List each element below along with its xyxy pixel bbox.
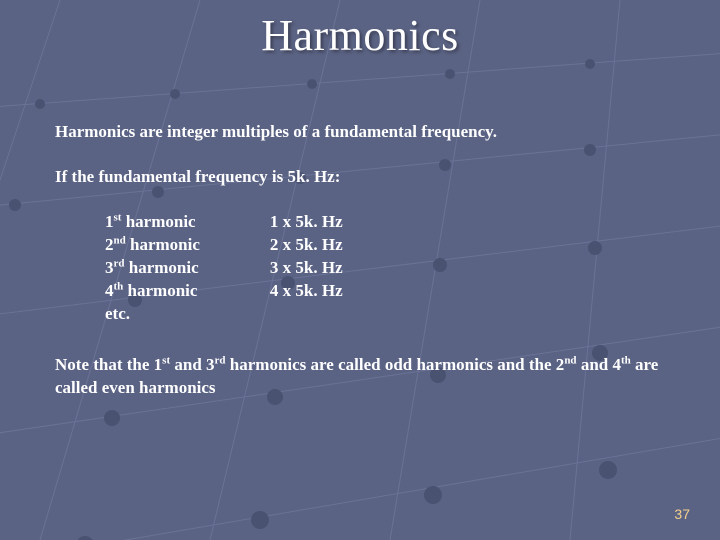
harmonic-value: 4 x 5k. Hz bbox=[270, 280, 343, 303]
note-paragraph: Note that the 1st and 3rd harmonics are … bbox=[55, 354, 665, 400]
harmonic-word: harmonic bbox=[126, 235, 200, 254]
harmonic-word: harmonic bbox=[125, 258, 199, 277]
slide-title: Harmonics bbox=[55, 0, 665, 61]
harmonic-word: harmonic bbox=[121, 212, 195, 231]
note-text: Note that the 1 bbox=[55, 355, 162, 374]
note-text: and 4 bbox=[577, 355, 621, 374]
note-text: and 3 bbox=[170, 355, 214, 374]
ordinal-suffix: nd bbox=[114, 234, 126, 246]
ordinal-suffix: th bbox=[621, 354, 631, 366]
page-number: 37 bbox=[674, 506, 690, 522]
harmonic-word: harmonic bbox=[123, 281, 197, 300]
harmonic-etc: etc. bbox=[105, 303, 200, 326]
intro-paragraph: Harmonics are integer multiples of a fun… bbox=[55, 121, 665, 144]
ordinal-num: 1 bbox=[105, 212, 114, 231]
harmonics-values-column: 1 x 5k. Hz 2 x 5k. Hz 3 x 5k. Hz 4 x 5k.… bbox=[270, 211, 343, 326]
harmonic-value: 2 x 5k. Hz bbox=[270, 234, 343, 257]
harmonic-label: 2nd harmonic bbox=[105, 234, 200, 257]
harmonics-labels-column: 1st harmonic 2nd harmonic 3rd harmonic 4… bbox=[105, 211, 200, 326]
harmonic-label: 3rd harmonic bbox=[105, 257, 200, 280]
ordinal-suffix: rd bbox=[215, 354, 226, 366]
harmonic-label: 4th harmonic bbox=[105, 280, 200, 303]
note-text: harmonics are called odd harmonics and t… bbox=[226, 355, 565, 374]
ordinal-num: 4 bbox=[105, 281, 114, 300]
harmonic-value: 3 x 5k. Hz bbox=[270, 257, 343, 280]
harmonic-label: 1st harmonic bbox=[105, 211, 200, 234]
ordinal-suffix: th bbox=[114, 280, 124, 292]
ordinal-suffix: st bbox=[162, 354, 170, 366]
harmonics-table: 1st harmonic 2nd harmonic 3rd harmonic 4… bbox=[105, 211, 665, 326]
condition-paragraph: If the fundamental frequency is 5k. Hz: bbox=[55, 166, 665, 189]
ordinal-suffix: nd bbox=[564, 354, 576, 366]
ordinal-num: 3 bbox=[105, 258, 114, 277]
harmonic-value: 1 x 5k. Hz bbox=[270, 211, 343, 234]
slide-content: Harmonics Harmonics are integer multiple… bbox=[0, 0, 720, 540]
ordinal-suffix: rd bbox=[114, 257, 125, 269]
ordinal-num: 2 bbox=[105, 235, 114, 254]
